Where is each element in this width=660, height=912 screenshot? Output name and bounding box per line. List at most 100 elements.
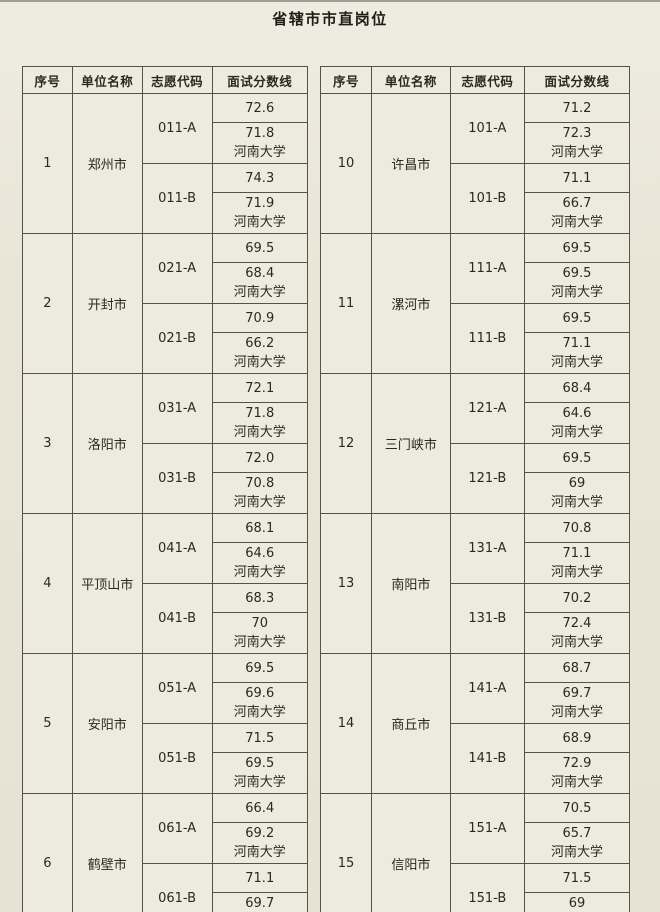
table-row: 64.6 河南大学 bbox=[23, 542, 308, 584]
score-cell: 70.8 bbox=[523, 513, 631, 543]
sequence-cell: 10 bbox=[320, 93, 372, 234]
university-name: 河南大学 bbox=[233, 215, 286, 230]
positions-table-right: 序号 单位名称 志愿代码 面试分数线 10 许昌市 101-A 71.2 72.3 河南大学 10… bbox=[320, 66, 631, 912]
code-cell: 111-B bbox=[449, 303, 525, 374]
score-with-university-cell: 65.7 河南大学 bbox=[523, 822, 631, 864]
tables-container: 序号 单位名称 志愿代码 面试分数线 1 郑州市 011-A 72.6 71.8 河南大学 011… bbox=[0, 66, 660, 912]
code-cell: 031-A bbox=[141, 373, 213, 444]
city-name-cell: 漯河市 bbox=[370, 233, 451, 374]
code-cell: 051-A bbox=[141, 653, 213, 724]
score-cell: 71.1 bbox=[523, 163, 631, 193]
code-cell: 141-B bbox=[449, 723, 525, 794]
score-value: 66.7 bbox=[562, 195, 592, 211]
code-cell: 131-B bbox=[449, 583, 525, 654]
score-cell: 69.5 bbox=[523, 443, 631, 473]
score-cell: 68.9 bbox=[523, 723, 631, 753]
score-value: 69.6 bbox=[245, 685, 275, 701]
column-header: 志愿代码 bbox=[141, 66, 213, 94]
score-cell: 66.4 bbox=[211, 793, 308, 823]
score-value: 70.8 bbox=[245, 475, 275, 491]
score-with-university-cell: 69 河南大学 bbox=[523, 472, 631, 514]
table-row: 131-B 70.2 bbox=[321, 583, 631, 654]
column-header: 面试分数线 bbox=[211, 66, 308, 94]
score-with-university-cell: 69.2 河南大学 bbox=[211, 822, 308, 864]
positions-table-left: 序号 单位名称 志愿代码 面试分数线 1 郑州市 011-A 72.6 71.8 河南大学 011… bbox=[22, 66, 308, 912]
score-cell: 69.5 bbox=[211, 653, 308, 683]
column-header: 面试分数线 bbox=[523, 66, 631, 94]
score-cell: 69.5 bbox=[523, 233, 631, 263]
column-header: 单位名称 bbox=[370, 66, 451, 94]
table-row: 15 信阳市 151-A 70.5 bbox=[320, 793, 631, 912]
table-row: 151-B 71.5 bbox=[321, 863, 631, 912]
code-cell: 131-A bbox=[449, 513, 525, 584]
code-cell: 151-B bbox=[449, 863, 525, 912]
score-value: 66.2 bbox=[245, 335, 275, 351]
university-name: 河南大学 bbox=[550, 845, 603, 860]
table-row: 2 开封市 021-A 69.5 bbox=[22, 233, 308, 374]
university-name: 河南大学 bbox=[550, 495, 603, 510]
score-value: 71.8 bbox=[245, 405, 275, 421]
score-cell: 68.3 bbox=[211, 583, 308, 613]
score-with-university-cell: 69.6 河南大学 bbox=[211, 682, 308, 724]
code-cell: 051-B bbox=[141, 723, 213, 794]
score-value: 69.7 bbox=[245, 895, 275, 911]
university-name: 河南大学 bbox=[233, 425, 286, 440]
city-name-cell: 洛阳市 bbox=[71, 373, 143, 514]
column-header: 序号 bbox=[320, 66, 372, 94]
table-row: 011-B 74.3 bbox=[23, 163, 308, 234]
score-with-university-cell: 64.6 河南大学 bbox=[211, 542, 308, 584]
score-value: 71.8 bbox=[245, 125, 275, 141]
score-cell: 71.2 bbox=[523, 93, 631, 123]
table-row: 4 平顶山市 041-A 68.1 bbox=[22, 513, 308, 654]
university-name: 河南大学 bbox=[550, 635, 603, 650]
score-cell: 68.4 bbox=[523, 373, 631, 403]
score-value: 71.1 bbox=[562, 335, 592, 351]
score-cell: 71.5 bbox=[523, 863, 631, 893]
table-row: 1 郑州市 011-A 72.6 bbox=[22, 93, 308, 234]
city-name-cell: 安阳市 bbox=[71, 653, 143, 794]
score-with-university-cell: 70 河南大学 bbox=[211, 612, 308, 654]
score-with-university-cell: 72.4 河南大学 bbox=[523, 612, 631, 654]
score-with-university-cell: 71.8 河南大学 bbox=[211, 122, 308, 164]
table-row: 10 许昌市 101-A 71.2 bbox=[320, 93, 631, 234]
score-cell: 71.5 bbox=[211, 723, 308, 753]
score-value: 71.9 bbox=[245, 195, 275, 211]
code-cell: 041-A bbox=[141, 513, 213, 584]
table-row: 11 漯河市 111-A 69.5 bbox=[320, 233, 631, 374]
score-cell: 72.0 bbox=[211, 443, 308, 473]
sequence-cell: 14 bbox=[320, 653, 372, 794]
code-cell: 041-B bbox=[141, 583, 213, 654]
university-name: 河南大学 bbox=[233, 145, 286, 160]
table-row: 061-B 71.1 bbox=[23, 863, 308, 912]
university-name: 河南大学 bbox=[550, 705, 603, 720]
table-row: 13 南阳市 131-A 70.8 bbox=[320, 513, 631, 654]
sequence-cell: 1 bbox=[22, 93, 73, 234]
score-with-university-cell: 71.1 河南大学 bbox=[523, 542, 631, 584]
code-cell: 061-A bbox=[141, 793, 213, 864]
score-with-university-cell: 71.8 河南大学 bbox=[211, 402, 308, 444]
score-with-university-cell: 69.7 河南大学 bbox=[523, 682, 631, 724]
table-row: 14 商丘市 141-A 68.7 bbox=[320, 653, 631, 794]
sequence-cell: 11 bbox=[320, 233, 372, 374]
score-value: 64.6 bbox=[562, 405, 592, 421]
code-cell: 061-B bbox=[141, 863, 213, 912]
city-name-cell: 郑州市 bbox=[71, 93, 143, 234]
score-value: 72.4 bbox=[562, 615, 592, 631]
code-cell: 021-A bbox=[141, 233, 213, 304]
page-title: 省辖市市直岗位 bbox=[272, 10, 388, 28]
score-cell: 72.6 bbox=[211, 93, 308, 123]
university-name: 河南大学 bbox=[550, 285, 603, 300]
score-value: 69.7 bbox=[562, 685, 592, 701]
score-with-university-cell: 69.5 河南大学 bbox=[523, 262, 631, 304]
university-name: 河南大学 bbox=[233, 845, 286, 860]
table-row: 121-B 69.5 bbox=[321, 443, 631, 514]
score-cell: 68.1 bbox=[211, 513, 308, 543]
city-name-cell: 平顶山市 bbox=[71, 513, 143, 654]
score-with-university-cell: 71.1 河南大学 bbox=[523, 332, 631, 374]
sequence-cell: 6 bbox=[22, 793, 73, 912]
table-row: 5 安阳市 051-A 69.5 bbox=[22, 653, 308, 794]
university-name: 河南大学 bbox=[233, 495, 286, 510]
score-with-university-cell: 68.4 河南大学 bbox=[211, 262, 308, 304]
